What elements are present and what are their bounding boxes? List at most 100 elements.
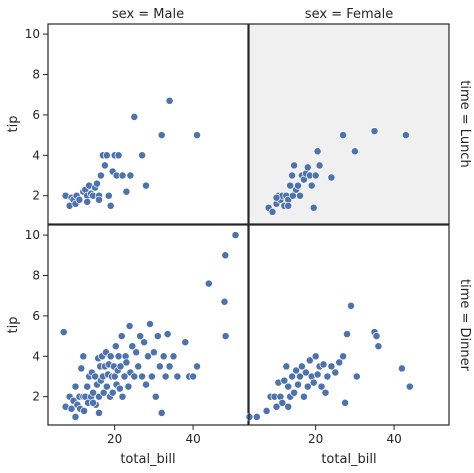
data-point: [157, 408, 166, 417]
data-point: [130, 372, 139, 381]
data-point: [89, 388, 98, 397]
data-point: [93, 179, 101, 188]
data-point: [290, 388, 299, 397]
data-point: [147, 372, 156, 381]
data-point: [114, 151, 123, 160]
data-point: [130, 112, 139, 121]
data-point: [231, 231, 240, 240]
data-point: [115, 384, 124, 393]
y-tick-label: 6: [32, 309, 40, 323]
panel-frame: [47, 224, 249, 426]
data-point: [296, 372, 304, 381]
data-point: [128, 342, 137, 351]
data-point: [280, 376, 289, 385]
data-point: [91, 372, 100, 381]
data-point: [288, 372, 297, 381]
panel-dinner-female: 20 40: [245, 224, 450, 446]
y-axis-label-bottom: tip: [6, 317, 21, 334]
data-point: [352, 372, 361, 381]
data-point: [278, 398, 287, 407]
data-point: [106, 201, 115, 210]
data-point: [309, 378, 318, 387]
data-point: [165, 362, 174, 371]
y-tick-label: 4: [32, 148, 40, 162]
data-point: [116, 362, 125, 371]
data-point: [343, 330, 351, 339]
panel-background: [249, 225, 449, 425]
panel-frame: [248, 23, 450, 225]
data-point: [221, 332, 230, 341]
data-point: [89, 398, 98, 407]
data-point: [142, 380, 150, 389]
data-point: [111, 342, 120, 351]
data-point: [124, 382, 133, 391]
data-point: [350, 147, 359, 156]
data-point: [104, 191, 113, 200]
panel-lunch-male: 2 4 6 8 10: [25, 23, 249, 225]
data-point: [125, 322, 134, 330]
data-point: [372, 332, 381, 341]
data-point: [117, 332, 126, 341]
data-point: [315, 161, 324, 170]
data-point: [169, 352, 178, 361]
data-point: [220, 297, 229, 306]
x-axis-label-left: total_bill: [120, 452, 175, 467]
data-point: [122, 358, 131, 367]
data-point: [339, 131, 348, 140]
data-point: [401, 131, 410, 140]
data-point: [317, 382, 326, 391]
data-point: [102, 382, 111, 391]
panel-background: [249, 24, 449, 224]
data-point: [118, 171, 127, 180]
data-point: [77, 364, 86, 373]
data-point: [161, 372, 170, 381]
data-point: [71, 412, 80, 421]
data-point: [83, 382, 92, 391]
data-point: [142, 181, 150, 190]
data-point: [252, 412, 261, 421]
y-tick-label: 8: [32, 269, 40, 283]
data-point: [75, 195, 84, 204]
data-point: [307, 181, 316, 190]
data-point: [134, 362, 143, 371]
data-point: [327, 173, 336, 182]
x-tick-label: 40: [386, 432, 401, 446]
data-point: [149, 348, 158, 357]
data-point: [204, 279, 213, 288]
data-point: [299, 392, 308, 401]
data-point: [297, 362, 306, 371]
data-point: [80, 406, 89, 415]
y-tick-label: 4: [32, 349, 40, 363]
y-tick-label: 10: [25, 228, 40, 242]
data-point: [321, 388, 330, 397]
x-tick-label: 20: [308, 432, 323, 446]
data-point: [106, 352, 115, 361]
data-point: [301, 368, 310, 377]
data-point: [331, 368, 340, 377]
data-point: [311, 352, 320, 361]
data-point: [288, 171, 297, 180]
panel-frame: [248, 224, 450, 426]
data-point: [272, 402, 281, 411]
data-point: [294, 181, 302, 190]
data-point: [284, 201, 293, 210]
y-tick-label: 8: [32, 68, 40, 82]
data-point: [370, 127, 379, 136]
data-point: [294, 380, 302, 389]
x-tick-label: 20: [107, 432, 122, 446]
data-point: [138, 372, 147, 381]
data-point: [286, 181, 295, 190]
data-point: [313, 370, 322, 379]
col-title-female: sex = Female: [305, 7, 393, 22]
data-point: [221, 251, 230, 260]
data-point: [268, 207, 277, 216]
data-point: [153, 332, 162, 341]
data-point: [83, 197, 92, 206]
data-point: [155, 362, 164, 371]
y-tick-label: 10: [25, 27, 40, 41]
data-point: [335, 358, 344, 367]
data-point: [193, 131, 201, 140]
data-point: [284, 382, 293, 391]
data-point: [132, 348, 141, 357]
